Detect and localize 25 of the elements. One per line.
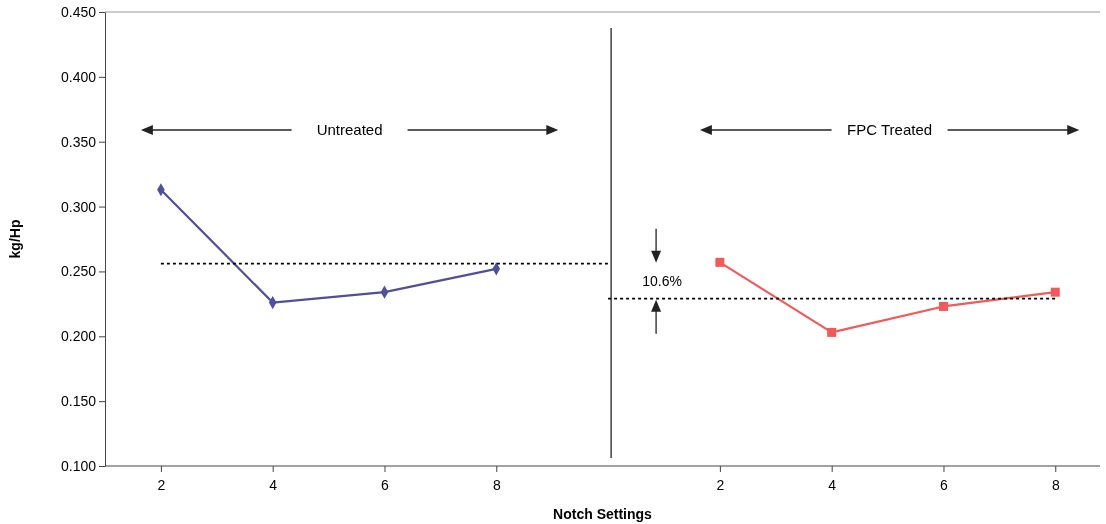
y-tick-label: 0.300 [60, 198, 97, 215]
y-tick-label: 0.100 [60, 457, 97, 474]
y-axis-title: kg/Hp [7, 219, 23, 259]
x-tick-label: 6 [940, 477, 949, 494]
y-tick-label: 0.400 [60, 68, 97, 85]
annotation: FPC Treated [847, 121, 933, 139]
point [827, 327, 837, 337]
x-tick-label: 6 [381, 477, 390, 494]
y-tick-label: 0.450 [60, 3, 97, 20]
annotation: Untreated [316, 121, 383, 139]
point [938, 301, 948, 311]
y-tick-label: 0.250 [60, 263, 97, 280]
y-tick-label: 0.200 [60, 328, 97, 345]
x-tick-label: 4 [828, 477, 837, 494]
y-tick-label: 0.150 [60, 393, 97, 410]
x-tick-label: 2 [716, 477, 725, 494]
x-tick-label: 8 [492, 477, 501, 494]
point [715, 257, 725, 267]
x-axis-title: Notch Settings [553, 506, 653, 522]
x-tick-label: 8 [1051, 477, 1060, 494]
x-tick-label: 2 [157, 477, 166, 494]
point [1050, 287, 1060, 297]
y-tick-label: 0.350 [60, 133, 97, 150]
annotation: 10.6% [642, 273, 682, 290]
x-tick-label: 4 [269, 477, 278, 494]
